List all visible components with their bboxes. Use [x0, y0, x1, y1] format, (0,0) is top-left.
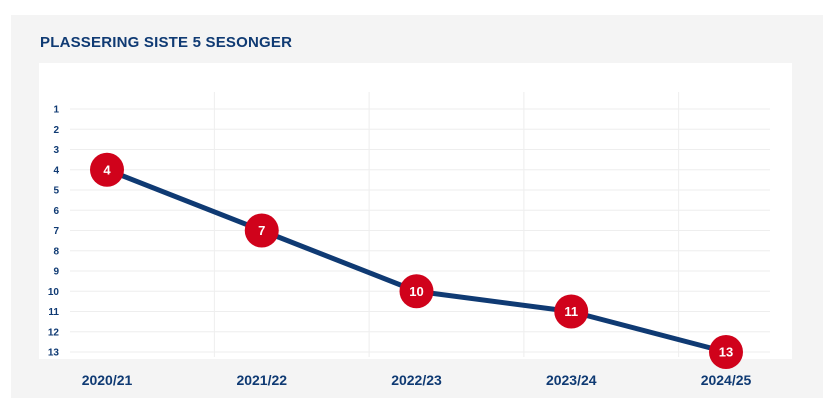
data-point-marker [399, 274, 434, 309]
y-tick-label: 7 [53, 226, 59, 237]
plot-area [39, 63, 792, 359]
y-tick-label: 5 [53, 186, 59, 197]
data-point-marker [554, 294, 589, 329]
x-tick-label: 2020/21 [82, 372, 133, 388]
y-tick-label: 1 [53, 105, 59, 116]
y-tick-label: 12 [48, 327, 60, 338]
data-point-marker [90, 152, 124, 187]
x-tick-label: 2021/22 [236, 372, 287, 388]
y-tick-label: 11 [48, 307, 59, 318]
y-tick-label: 9 [53, 267, 59, 278]
y-tick-label: 10 [48, 287, 60, 298]
series-line [104, 167, 729, 355]
y-tick-label: 4 [53, 165, 59, 176]
x-tick-label: 2022/23 [391, 372, 442, 388]
chart-title: PLASSERING SISTE 5 SESONGER [40, 34, 293, 51]
data-point-marker [244, 213, 279, 248]
data-point-label: 13 [719, 345, 733, 360]
series-placement: 4 7 10 11 13 [90, 152, 743, 369]
x-axis-ticks: 2020/21 2021/22 2022/23 2023/24 2024/25 [82, 372, 752, 388]
y-tick-label: 8 [53, 246, 59, 257]
data-point-label: 7 [258, 223, 265, 238]
y-tick-label: 2 [53, 125, 59, 136]
data-point-label: 4 [103, 162, 111, 177]
y-tick-label: 3 [53, 145, 59, 156]
x-tick-label: 2024/25 [701, 372, 752, 388]
data-point-marker [709, 335, 743, 369]
y-tick-label: 13 [48, 348, 60, 359]
data-point-label: 11 [564, 304, 578, 319]
gridlines [70, 92, 770, 357]
data-point-label: 10 [409, 284, 423, 299]
y-tick-label: 6 [53, 206, 59, 217]
x-tick-label: 2023/24 [546, 372, 597, 388]
